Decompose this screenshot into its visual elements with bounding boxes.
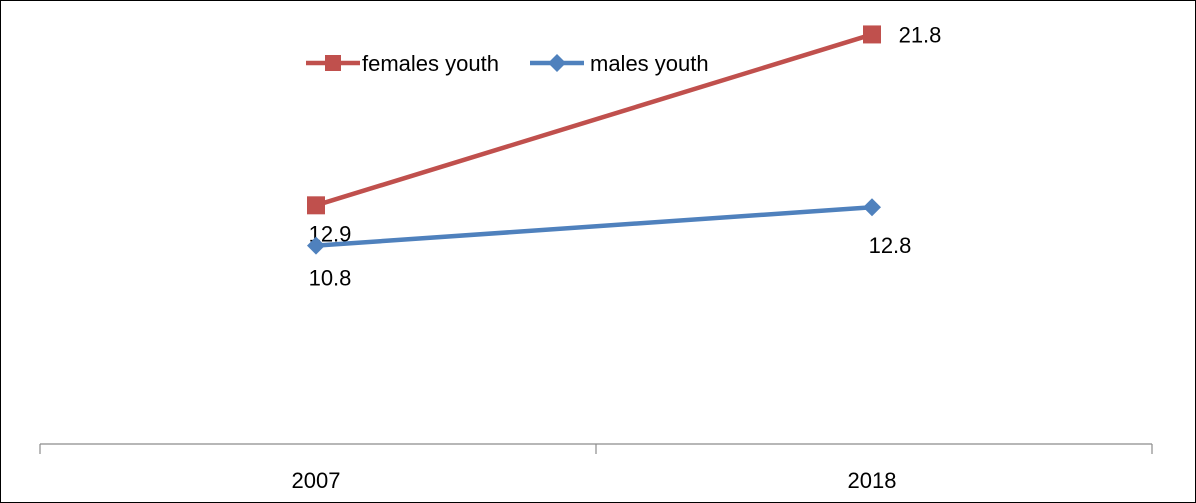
legend-item: males youth <box>530 51 709 76</box>
data-point <box>863 25 881 44</box>
series-males-youth: 10.8 12.8 <box>307 198 912 291</box>
data-point <box>307 196 325 215</box>
legend-marker <box>548 54 566 72</box>
legend-marker <box>325 55 341 71</box>
x-tick-label: 2007 <box>292 468 341 493</box>
series-line <box>315 32 873 208</box>
series-line <box>315 204 873 248</box>
data-label: 10.8 <box>309 266 352 291</box>
data-point <box>863 198 881 217</box>
legend-label: males youth <box>590 51 709 76</box>
x-axis: 2007 2018 <box>39 443 1153 493</box>
data-label: 12.8 <box>869 233 912 258</box>
x-tick-label: 2018 <box>848 468 897 493</box>
data-point <box>307 236 325 255</box>
series-layer: 12.921.810.812.8 <box>307 22 942 291</box>
legend: females youth males youth <box>306 51 709 76</box>
data-label: 21.8 <box>899 22 942 47</box>
legend-item: females youth <box>306 51 499 76</box>
legend-label: females youth <box>362 51 499 76</box>
